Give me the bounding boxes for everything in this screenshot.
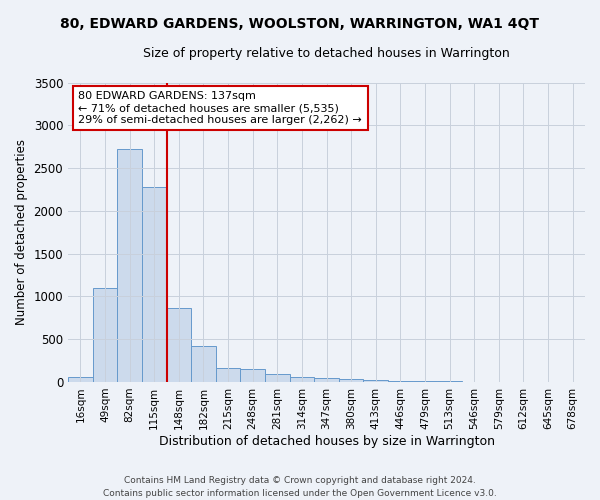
Text: Contains HM Land Registry data © Crown copyright and database right 2024.
Contai: Contains HM Land Registry data © Crown c…: [103, 476, 497, 498]
Bar: [117, 149, 142, 382]
Bar: [92, 288, 117, 382]
Bar: [142, 187, 167, 382]
Bar: [216, 368, 241, 382]
Text: 80, EDWARD GARDENS, WOOLSTON, WARRINGTON, WA1 4QT: 80, EDWARD GARDENS, WOOLSTON, WARRINGTON…: [61, 18, 539, 32]
Bar: [388, 380, 413, 382]
Bar: [339, 378, 364, 382]
Y-axis label: Number of detached properties: Number of detached properties: [15, 139, 28, 325]
Bar: [314, 378, 339, 382]
Bar: [265, 374, 290, 382]
Title: Size of property relative to detached houses in Warrington: Size of property relative to detached ho…: [143, 48, 510, 60]
Bar: [364, 380, 388, 382]
Bar: [167, 308, 191, 382]
X-axis label: Distribution of detached houses by size in Warrington: Distribution of detached houses by size …: [158, 434, 494, 448]
Bar: [413, 381, 437, 382]
Text: 80 EDWARD GARDENS: 137sqm
← 71% of detached houses are smaller (5,535)
29% of se: 80 EDWARD GARDENS: 137sqm ← 71% of detac…: [79, 92, 362, 124]
Bar: [290, 377, 314, 382]
Bar: [241, 368, 265, 382]
Bar: [68, 378, 92, 382]
Bar: [191, 346, 216, 382]
